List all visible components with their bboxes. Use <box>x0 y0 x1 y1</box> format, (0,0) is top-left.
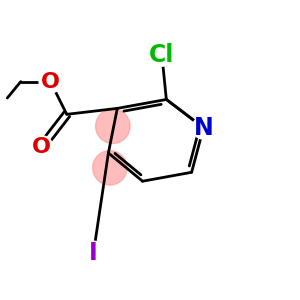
Text: O: O <box>32 137 51 157</box>
Circle shape <box>30 136 53 158</box>
Circle shape <box>39 70 62 93</box>
Text: N: N <box>194 116 213 140</box>
Text: O: O <box>41 72 60 92</box>
Circle shape <box>96 109 130 143</box>
Circle shape <box>82 241 105 264</box>
Text: I: I <box>89 241 98 265</box>
Text: Cl: Cl <box>149 43 175 67</box>
Circle shape <box>151 44 173 66</box>
Circle shape <box>93 151 127 185</box>
Circle shape <box>192 116 215 139</box>
